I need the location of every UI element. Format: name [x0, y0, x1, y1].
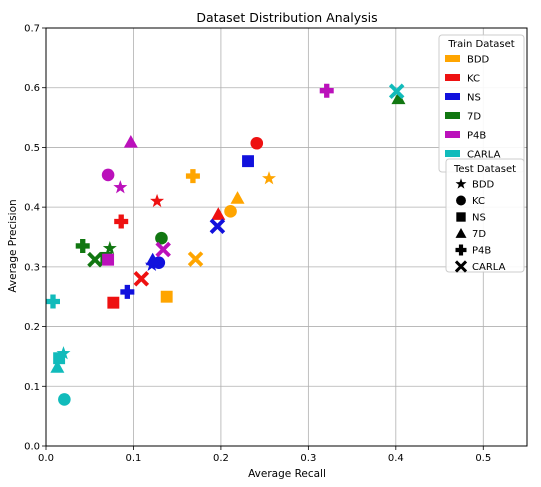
point-ns-7d-triangle: [145, 252, 160, 266]
test-legend-circle-icon: [456, 195, 466, 206]
test-dataset-legend: Test Dataset BDD KC NS 7D P4B CARLA: [445, 158, 525, 273]
test-legend-label: BDD: [472, 180, 495, 191]
x-tick-label: 0.4: [388, 453, 404, 464]
point-kc-7d-triangle: [211, 207, 226, 220]
point-bdd-carla-x: [187, 251, 204, 267]
y-tick-label: 0.1: [24, 382, 40, 393]
point-kc-ns-square: [107, 296, 120, 309]
train-legend-label: P4B: [467, 131, 486, 142]
point-ns-ns-square: [242, 155, 254, 168]
x-tick-label: 0.5: [475, 453, 491, 464]
x-tick-label: 0.2: [213, 453, 229, 464]
train-legend-swatch-kc: [445, 74, 460, 81]
train-legend-label: BDD: [467, 55, 490, 66]
test-legend-label: P4B: [472, 246, 491, 257]
train-legend-swatch-p4b: [445, 131, 460, 138]
point-p4b-bdd-star: [113, 180, 128, 194]
test-legend-label: NS: [472, 213, 486, 224]
x-axis-label: Average Recall: [248, 468, 326, 480]
train-legend-title: Train Dataset: [447, 39, 514, 50]
x-tick-label: 0.3: [300, 453, 316, 464]
point-p4b-ns-square: [102, 253, 115, 266]
test-legend-box: [445, 158, 525, 273]
point-bdd-p4b-plus: [185, 169, 200, 184]
axis-ticks: 0.0 0.1 0.2 0.3 0.4 0.5 0.0 0.1 0.2 0.3 0.4 0.5 0.6 0…: [24, 24, 491, 465]
train-legend-label: CARLA: [467, 150, 501, 161]
train-legend-label: 7D: [467, 112, 481, 123]
point-bdd-ns-square: [160, 290, 173, 303]
point-7d-7d-triangle: [391, 91, 406, 105]
train-legend-swatch-bdd: [445, 55, 460, 62]
point-kc-bdd-star: [150, 193, 165, 208]
x-tick-label: 0.0: [38, 453, 54, 464]
chart-title: Dataset Distribution Analysis: [196, 10, 377, 25]
point-kc-kc-circle: [250, 136, 264, 150]
plot-frame: [45, 27, 528, 447]
point-7d-kc-circle: [155, 231, 168, 245]
point-carla-p4b-plus: [45, 294, 60, 309]
point-ns-p4b-plus: [120, 284, 135, 299]
point-bdd-kc-circle: [224, 205, 237, 218]
y-tick-label: 0.5: [24, 143, 40, 154]
point-7d-bdd-star: [102, 241, 117, 255]
point-ns-carla-x: [209, 218, 226, 235]
train-legend-label: KC: [467, 74, 480, 85]
data-points: [45, 83, 406, 406]
point-carla-carla-x: [388, 83, 405, 100]
train-dataset-legend: Train Dataset BDD KC NS 7D P4B CARLA: [438, 34, 525, 173]
y-axis-label: Average Precision: [7, 199, 19, 292]
x-tick-label: 0.1: [126, 453, 142, 464]
point-p4b-p4b-plus: [319, 83, 334, 98]
test-legend-star-icon: [455, 178, 467, 189]
test-legend-label: 7D: [472, 229, 486, 240]
point-carla-kc-circle: [58, 393, 71, 406]
point-carla-ns-square: [53, 352, 66, 365]
y-tick-label: 0.0: [24, 442, 40, 453]
test-legend-label: KC: [472, 196, 485, 207]
point-kc-carla-x: [133, 271, 150, 287]
test-legend-plus-icon: [455, 244, 467, 256]
train-legend-swatch-carla: [445, 150, 460, 157]
y-tick-label: 0.3: [24, 262, 40, 273]
y-tick-label: 0.2: [24, 322, 40, 333]
point-p4b-7d-triangle: [123, 135, 138, 148]
point-p4b-kc-circle: [101, 168, 115, 182]
test-legend-square-icon: [456, 212, 466, 222]
test-legend-label: CARLA: [472, 262, 506, 273]
train-legend-swatch-ns: [445, 93, 460, 100]
train-legend-label: NS: [467, 93, 481, 104]
y-tick-label: 0.4: [24, 203, 40, 214]
point-p4b-carla-x: [155, 241, 171, 258]
y-tick-label: 0.7: [24, 24, 40, 35]
point-carla-7d-triangle: [50, 360, 65, 373]
point-bdd-7d-triangle: [230, 191, 245, 204]
point-7d-carla-x: [87, 251, 103, 268]
test-legend-triangle-icon: [455, 228, 467, 238]
test-legend-title: Test Dataset: [453, 164, 516, 175]
train-legend-swatch-7d: [445, 112, 460, 119]
y-tick-label: 0.6: [24, 83, 40, 94]
point-bdd-bdd-star: [262, 171, 276, 185]
point-kc-p4b-plus: [114, 214, 129, 229]
test-legend-x-icon: [454, 260, 468, 273]
point-7d-p4b-plus: [75, 238, 90, 253]
